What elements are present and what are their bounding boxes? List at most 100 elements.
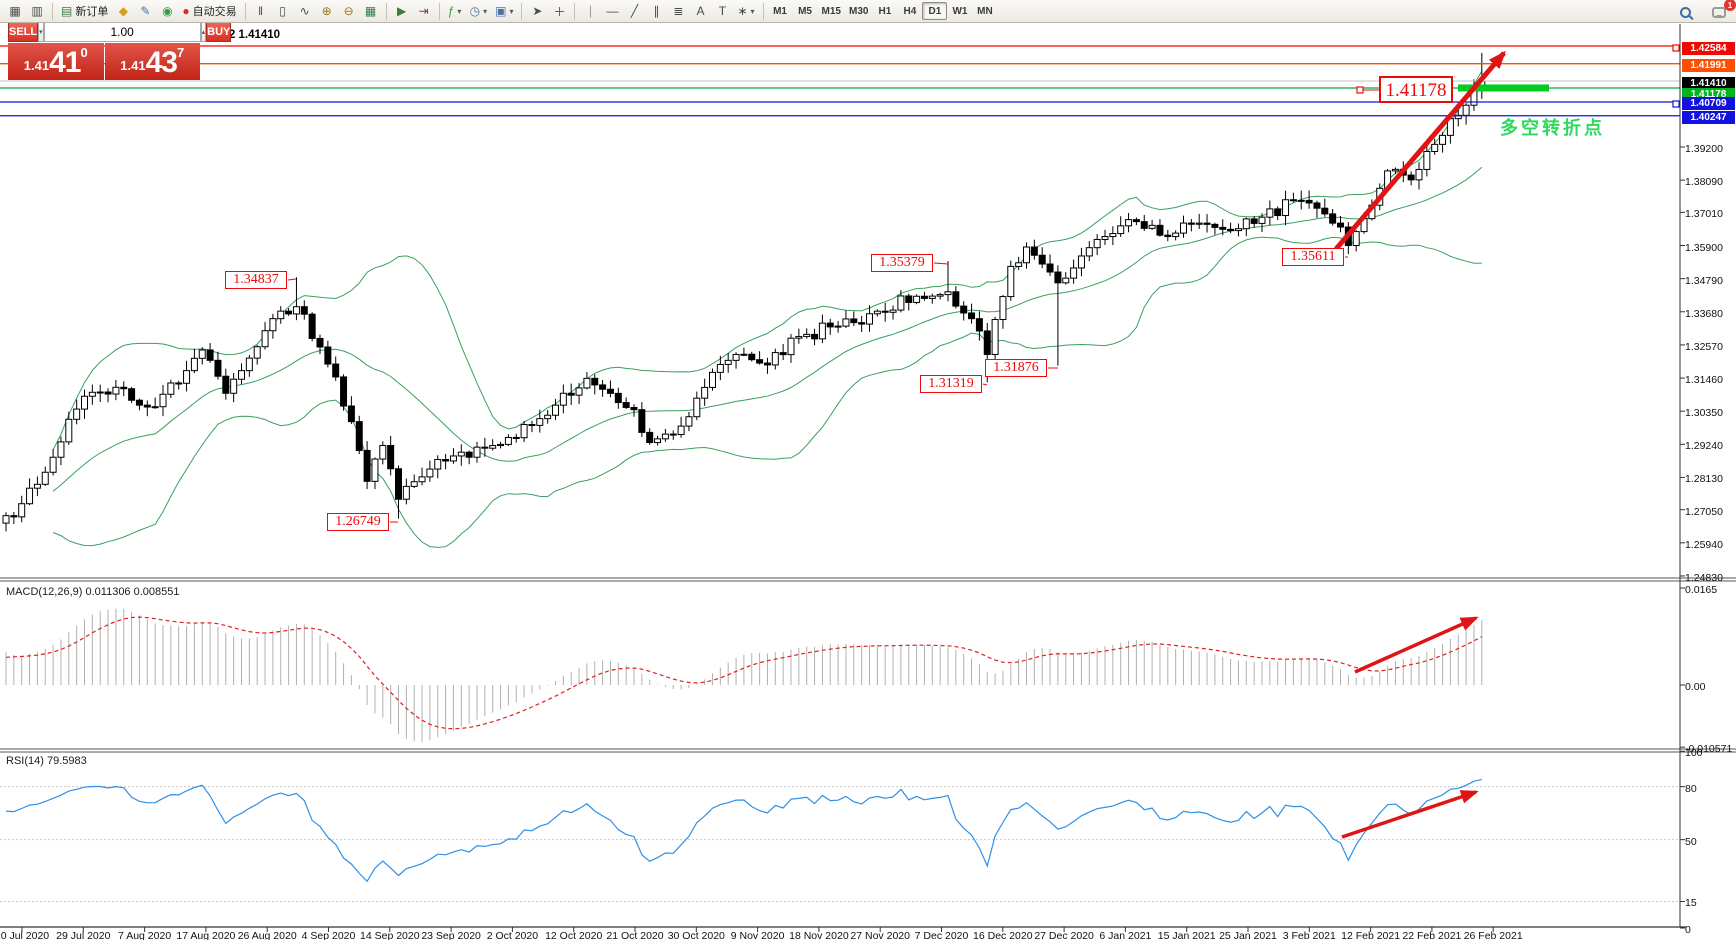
price-axis-tick: 1.31460 [1685,374,1723,387]
bar-chart-icon: ǁ [258,4,264,18]
autoscroll-button[interactable]: ▶ [391,2,413,21]
price-axis-tick: 1.33680 [1685,307,1723,320]
autotrading-button: ● [182,4,190,18]
text-button[interactable]: A [689,2,711,21]
autoscroll-icon: ▶ [396,4,407,18]
templates-icon: ▣ [495,4,507,18]
zoom-in-button[interactable]: ⊕ [316,2,338,21]
price-level-label: 1.41410 [1682,76,1735,90]
autotrading-button[interactable]: ● 自动交易 [182,4,237,18]
rsi-axis-tick: 0 [1685,924,1691,936]
equidistant-channel-button[interactable]: ∥ [645,2,667,21]
bar-chart-button[interactable]: ǁ [250,2,272,21]
arrows-button[interactable]: ∗ ▾ [733,2,758,21]
chart-shift-button[interactable]: ⇥ [413,2,435,21]
signals-button[interactable]: ◉ [156,2,178,21]
price-axis-tick: 1.29240 [1685,440,1723,453]
timeframe-m30[interactable]: M30 [848,5,869,17]
buy-button[interactable]: BUY [206,21,232,42]
search-icon [1679,7,1691,18]
date-axis-label: 20 Jul 2020 [0,930,50,940]
tile-windows-button[interactable]: ▦ [360,2,382,21]
chart-canvas[interactable] [0,24,1736,940]
support-highlight-bar[interactable] [1458,84,1549,92]
tile-windows-icon: ▦ [364,4,377,18]
sell-button[interactable]: SELL [8,21,39,42]
candles [2,52,1486,532]
line-chart-button[interactable]: ∿ [294,2,316,21]
date-axis-label: 21 Oct 2020 [606,930,664,940]
price-axis-tick: 1.25940 [1685,538,1723,551]
timeframe-m5[interactable]: M5 [798,5,812,17]
timeframe-h4[interactable]: H4 [903,5,917,17]
date-axis-label: 17 Aug 2020 [176,930,236,940]
timeframe-mn[interactable]: MN [977,5,993,17]
pane-borders [0,24,1736,932]
toolbar-separator [52,2,53,20]
toolbar-separator [244,2,246,20]
zoom-out-button[interactable]: ⊖ [338,2,360,21]
search-button[interactable] [1674,3,1696,22]
cursor-button[interactable]: ➤ [526,2,548,21]
macd-axis-tick: -0.010571 [1685,743,1733,756]
indicators-add-button[interactable]: ƒ ▾ [444,2,466,21]
timeframe-h1[interactable]: H1 [878,5,892,17]
timeframe-d1[interactable]: D1 [922,2,948,20]
crosshair-icon: ＋ [553,4,566,19]
toolbar-separator [385,2,387,20]
timeframe-m1[interactable]: M1 [773,5,787,17]
price-annotation[interactable]: 1.35611 [1282,248,1344,266]
price-annotation[interactable]: 1.34837 [225,271,287,289]
price-level-label: 1.41991 [1682,59,1735,73]
timeframe-m15[interactable]: M15 [821,5,841,17]
rsi-axis-tick: 100 [1685,747,1703,760]
crosshair-button[interactable]: ＋ [548,2,570,21]
chart-shift-icon: ⇥ [418,4,429,18]
price-annotation[interactable]: 1.41178 [1379,76,1453,103]
buy-price[interactable]: 1.41 43 7 [104,43,200,80]
price-annotation[interactable]: 1.35379 [871,254,933,272]
gold-button[interactable]: ◆ [112,2,134,21]
rsi-value: 79.5983 [46,755,87,767]
date-axis-label: 2 Oct 2020 [486,930,539,940]
fibonacci-button[interactable]: ≣ [667,2,689,21]
metaeditor-button[interactable]: ✎ [134,2,156,21]
turning-point-note[interactable]: 多空转折点 [1500,118,1605,138]
macd-signal-value: 0.008551 [133,586,180,598]
horizontal-line-button[interactable]: — [601,2,623,21]
buy-price-small: 1.41 [120,58,146,73]
price-axis-tick: 1.28130 [1685,473,1723,486]
price-annotation[interactable]: 1.31319 [920,375,982,393]
text-label-icon: T [718,4,727,18]
macd-axis-tick: 0.0165 [1685,583,1718,596]
new-order-button[interactable]: ▤ 新订单 [61,4,109,18]
price-axis-tick: 1.38090 [1685,176,1723,189]
signals-icon: ◉ [162,4,173,18]
date-axis-label: 3 Feb 2021 [1282,930,1336,940]
timeframe-w1[interactable]: W1 [952,5,968,17]
trend-arrows[interactable] [1334,50,1506,839]
date-axis-label: 12 Feb 2021 [1341,930,1401,940]
date-axis-label: 25 Jan 2021 [1219,930,1277,940]
price-axis-tick: 1.39200 [1685,143,1723,155]
price-axis-tick: 1.34790 [1685,274,1723,287]
vertical-line-button[interactable]: ｜ [579,2,601,21]
date-axis-label: 4 Sep 2020 [301,930,356,940]
date-axis-label: 26 Aug 2020 [237,930,297,940]
templates-button[interactable]: ▣ ▾ [491,2,517,21]
charts-grid-button[interactable]: ▦ [4,2,26,21]
sell-price-small: 1.41 [23,58,50,73]
sell-price[interactable]: 1.41 41 0 [8,43,104,80]
text-label-button[interactable]: T [711,2,733,21]
buy-price-sup: 7 [176,45,185,60]
chevron-down-icon: ▾ [483,6,488,16]
chat-button[interactable]: 1 [1708,0,1736,22]
periods-button[interactable]: ◷ ▾ [466,2,492,21]
candlestick-chart-button[interactable]: ▯ [272,2,294,21]
chat-icon [1712,7,1726,18]
volume-input[interactable] [43,21,201,42]
data-window-button[interactable]: ▥ [26,2,48,21]
trendline-button[interactable]: ╱ [623,2,645,21]
price-annotation[interactable]: 1.31876 [985,359,1047,377]
price-annotation[interactable]: 1.26749 [327,513,389,531]
